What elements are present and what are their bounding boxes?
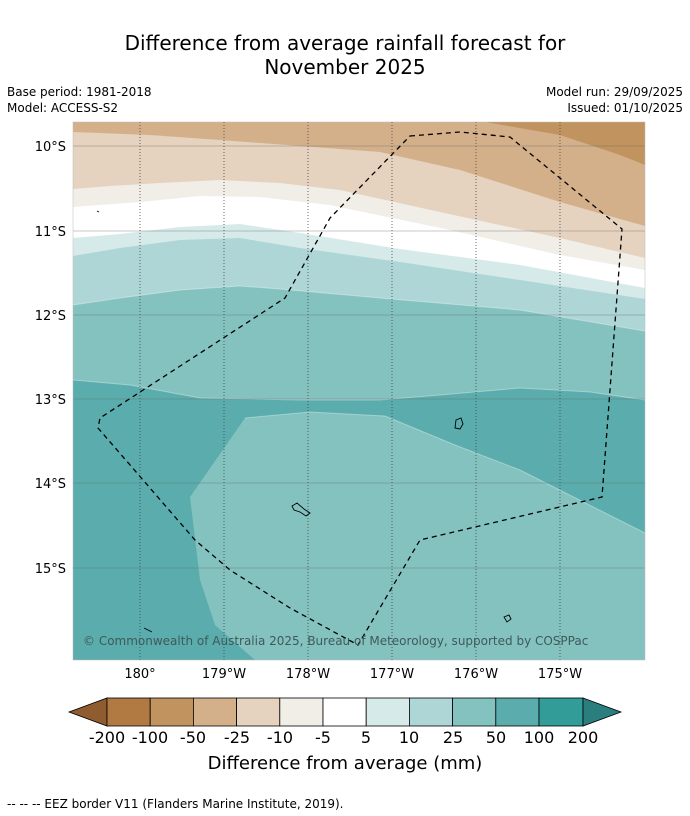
lon-label: 177°W [370, 667, 414, 682]
colorbar-tick-label: 10 [398, 728, 420, 747]
lon-label: 178°W [286, 667, 330, 682]
copyright-text: © Commonwealth of Australia 2025, Bureau… [83, 634, 588, 648]
lat-label: 11°S [35, 225, 66, 240]
chart-title-line-2: November 2025 [264, 55, 426, 79]
colorbar-tick-label: -25 [223, 728, 251, 747]
lon-label: 180° [124, 667, 155, 682]
colorbar-swatch [149, 697, 194, 727]
island-southeast [503, 614, 512, 623]
colorbar-tick-label: 5 [360, 728, 372, 747]
band-minus100-minus50 [485, 122, 645, 165]
island-central [291, 502, 311, 517]
island-northwest [96, 210, 100, 213]
model-run-label: Model run: 29/09/2025 [545, 85, 683, 99]
colorbar-tick-label: -10 [266, 728, 294, 747]
island-southwest [143, 627, 153, 633]
longitude-labels: 180° 179°W 178°W 177°W 176°W 175°W [124, 667, 582, 682]
lat-label: 10°S [35, 140, 66, 155]
island-east [454, 417, 464, 430]
colorbar-tick-label: 200 [567, 728, 599, 747]
colorbar-swatch [408, 697, 453, 727]
colorbar-tick-label: -50 [179, 728, 207, 747]
lat-label: 14°S [35, 477, 66, 492]
colorbar-tick-label: -200 [88, 728, 126, 747]
chart-title-line-1: Difference from average rainfall forecas… [124, 31, 566, 55]
band-25-50-south [190, 412, 645, 660]
colorbar-swatch [106, 697, 151, 727]
colorbar-title: Difference from average (mm) [207, 753, 483, 774]
lon-label: 179°W [202, 667, 246, 682]
lat-label: 15°S [35, 562, 66, 577]
base-period-label: Base period: 1981-2018 [7, 85, 152, 99]
colorbar-swatch [538, 697, 584, 727]
lat-label: 13°S [35, 393, 66, 408]
eez-border [97, 131, 623, 646]
colorbar-swatch [365, 697, 410, 727]
latitude-gridlines [73, 145, 645, 569]
colorbar-tick-label: -5 [315, 728, 331, 747]
model-label: Model: ACCESS-S2 [7, 101, 119, 115]
lon-label: 175°W [538, 667, 582, 682]
band-minus50-minus25 [73, 122, 645, 226]
rainfall-map: © Commonwealth of Australia 2025, Bureau… [73, 122, 645, 660]
colorbar-tick-label: 25 [442, 728, 464, 747]
colorbar-swatch [495, 697, 540, 727]
colorbar-tick-label: 50 [485, 728, 507, 747]
latitude-labels: 10°S 11°S 12°S 13°S 14°S 15°S [35, 140, 66, 577]
colorbar-swatch [279, 697, 324, 727]
lon-label: 176°W [454, 667, 498, 682]
issued-label: Issued: 01/10/2025 [567, 101, 683, 115]
colorbar-tick-label: -100 [131, 728, 169, 747]
colorbar-max-arrow [582, 697, 623, 727]
colorbar-swatch [322, 697, 367, 727]
eez-legend-note: -- -- -- EEZ border V11 (Flanders Marine… [7, 797, 344, 811]
colorbar-swatch [452, 697, 497, 727]
lat-label: 12°S [35, 309, 66, 324]
colorbar-swatch [236, 697, 281, 727]
colorbar-swatch [192, 697, 237, 727]
colorbar-min-arrow [67, 697, 108, 727]
islands [96, 210, 512, 633]
colorbar-tick-label: 100 [523, 728, 555, 747]
colorbar [67, 697, 623, 727]
